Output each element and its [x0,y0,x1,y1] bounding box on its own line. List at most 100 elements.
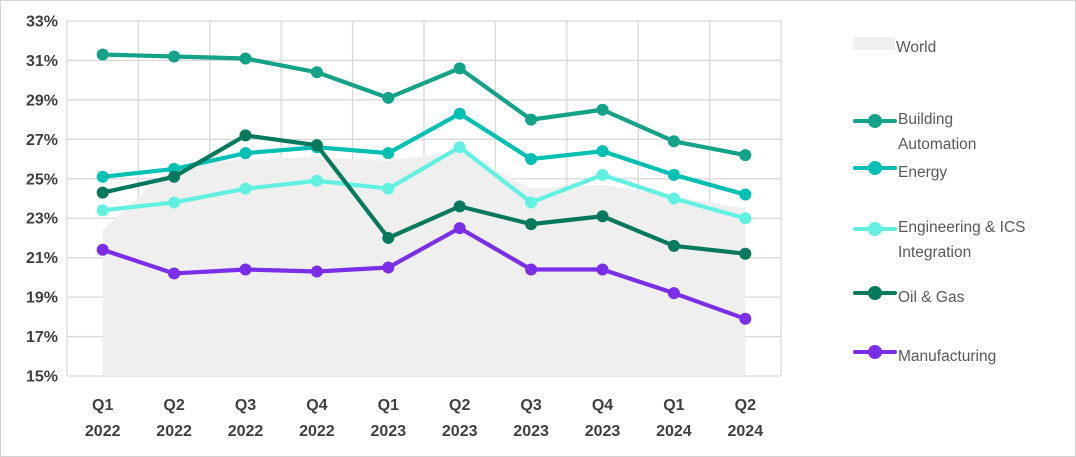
data-point-marker [382,231,395,244]
data-point-marker [96,243,109,256]
data-point-marker [596,168,609,181]
data-point-marker [168,170,181,183]
data-point-marker [239,263,252,276]
x-axis-tick-label: Q4 2022 [299,397,335,440]
data-point-marker [168,267,181,280]
series-oil-gas [96,129,752,260]
data-point-marker [96,48,109,61]
legend-swatch-oil-gas [853,286,897,300]
data-point-marker [453,107,466,120]
series-building-automation [96,48,752,162]
x-axis-tick-label: Q2 2023 [442,397,478,440]
legend-label-oil-gas: Oil & Gas [898,285,964,310]
data-point-marker [382,147,395,160]
data-point-marker [96,186,109,199]
data-point-marker [739,312,752,325]
y-axis-tick-label: 19% [26,290,58,307]
y-axis-tick-label: 27% [26,132,58,149]
legend-label-world: World [896,35,936,60]
y-axis-tick-label: 21% [26,250,58,267]
data-point-marker [453,62,466,75]
data-point-marker [667,287,680,300]
data-point-marker [596,103,609,116]
legend-item-energy: Energy [853,160,947,185]
data-point-marker [667,239,680,252]
x-axis-tick-label: Q2 2024 [728,397,764,440]
legend-swatch-manufacturing [853,345,897,359]
data-point-marker [382,261,395,274]
series-line [102,133,746,256]
series-manufacturing [96,222,752,325]
quarterly-share-line-chart: 33% 31% 29% 27% 25% 23% 21% 19% 17% 15% Q1 2022 Q2 20… [26,14,782,440]
world-area-shape [102,151,746,376]
data-point-marker [382,91,395,104]
legend-item-building-automation: Building Automation [853,107,976,157]
legend-swatch-engineering-ics-integration [853,222,897,236]
data-point-marker [96,204,109,217]
data-point-marker [667,135,680,148]
series-line [102,145,746,221]
x-axis-tick-label: Q3 2022 [228,397,264,440]
data-point-marker [453,200,466,213]
data-point-marker [310,265,323,278]
legend-label-line: Building [898,111,954,128]
legend-swatch-building-automation [853,114,897,128]
legend-label-line: Oil & Gas [898,289,965,306]
series-line [102,52,746,158]
legend-swatch-energy [853,161,897,175]
data-point-marker [310,66,323,79]
data-point-marker [667,192,680,205]
legend-label-energy: Energy [898,160,947,185]
legend-label-engineering-ics-integration: Engineering & ICS Integration [898,215,1026,265]
chart-legend: World Building Automation Energy Engineering… [853,1,1068,456]
data-point-marker [96,170,109,183]
y-axis-tick-label: 17% [26,329,58,346]
data-point-marker [739,188,752,201]
x-axis-tick-label: Q3 2023 [513,397,549,440]
legend-label-building-automation: Building Automation [898,107,976,157]
data-point-marker [239,182,252,195]
data-point-marker [453,222,466,235]
data-point-marker [739,149,752,162]
legend-label-line: Engineering & ICS [898,219,1026,236]
legend-item-oil-gas: Oil & Gas [853,285,964,310]
data-point-marker [596,263,609,276]
legend-label-line: Manufacturing [898,348,997,365]
data-point-marker [239,129,252,142]
x-axis-tick-label: Q4 2023 [585,397,621,440]
data-point-marker [667,168,680,181]
x-axis-tick-label: Q1 2023 [371,397,407,440]
data-point-marker [739,212,752,225]
y-axis-tick-label: 31% [26,53,58,70]
series-line [102,111,746,197]
data-point-marker [525,263,538,276]
legend-label-line: World [896,39,937,56]
y-axis-tick-label: 29% [26,92,58,109]
y-axis-labels: 33% 31% 29% 27% 25% 23% 21% 19% 17% 15% [26,14,58,386]
data-point-marker [453,141,466,154]
x-axis-labels: Q1 2022 Q2 2022 Q3 2022 Q4 2022 Q1 2023 Q2 2023 Q3 20… [85,397,763,440]
legend-item-world: World [853,35,936,60]
legend-item-manufacturing: Manufacturing [853,344,996,369]
x-axis-tick-label: Q2 2022 [156,397,192,440]
data-point-marker [525,153,538,166]
y-axis-tick-label: 15% [26,369,58,386]
data-point-marker [525,113,538,126]
legend-swatch-world [853,37,895,50]
series-world [102,151,746,376]
legend-label-line: Integration [898,244,972,261]
series-line [102,225,747,321]
data-point-marker [382,182,395,195]
data-point-marker [739,247,752,260]
y-axis-tick-label: 33% [26,14,58,31]
legend-item-engineering-ics-integration: Engineering & ICS Integration [853,215,1026,265]
y-axis-tick-label: 25% [26,171,58,188]
data-point-marker [310,174,323,187]
data-point-marker [596,145,609,158]
series-engineering-ics-integration [96,141,752,225]
x-axis-tick-label: Q1 2022 [85,397,121,440]
legend-label-line: Energy [898,164,948,181]
data-point-marker [239,52,252,65]
data-point-marker [525,218,538,231]
